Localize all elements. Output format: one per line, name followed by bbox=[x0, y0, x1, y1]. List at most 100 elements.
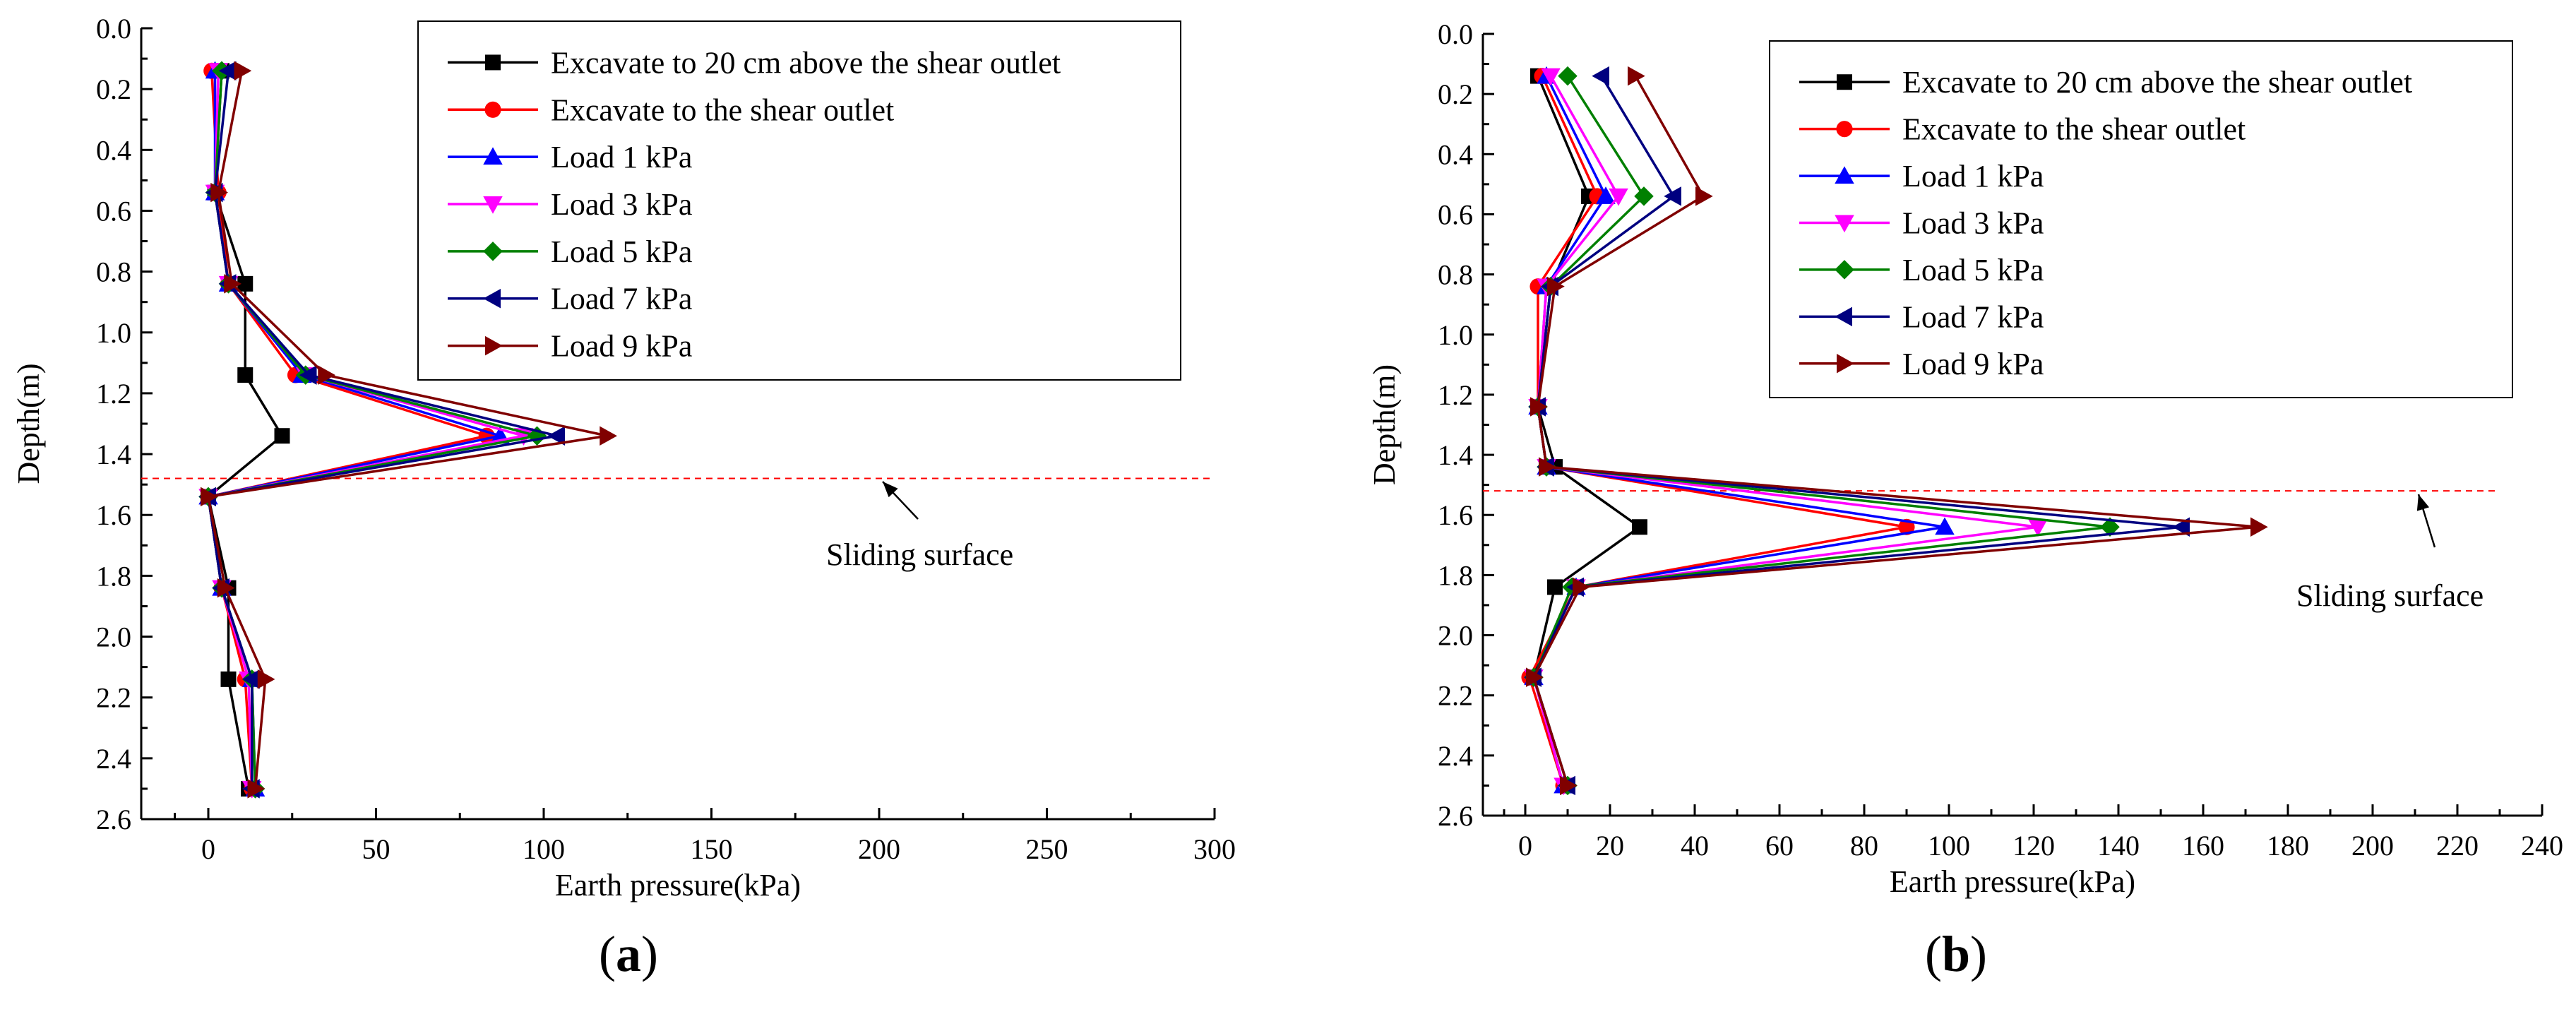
legend-marker bbox=[483, 196, 503, 214]
x-tick-label: 60 bbox=[1765, 830, 1794, 862]
y-tick-label: 0.2 bbox=[1438, 78, 1473, 110]
x-tick-label: 0 bbox=[201, 833, 215, 865]
data-point bbox=[237, 275, 254, 292]
y-tick-label: 2.6 bbox=[1438, 800, 1473, 832]
x-tick-label: 250 bbox=[1026, 833, 1068, 865]
x-tick-label: 100 bbox=[1928, 830, 1970, 862]
data-point bbox=[247, 779, 266, 799]
y-tick-label: 2.6 bbox=[96, 804, 131, 835]
panel-label: (a) bbox=[599, 926, 658, 982]
data-point bbox=[1547, 579, 1563, 595]
data-point bbox=[1695, 186, 1713, 206]
legend-label: Load 5 kPa bbox=[1902, 253, 2044, 287]
legend-item: Load 5 kPa bbox=[448, 234, 692, 269]
legend-item: Excavate to the shear outlet bbox=[448, 93, 894, 127]
legend-item: Load 7 kPa bbox=[1799, 299, 2044, 334]
legend-marker bbox=[1835, 306, 1852, 327]
arrow-head bbox=[883, 482, 898, 498]
y-tick-label: 1.0 bbox=[1438, 319, 1473, 351]
legend-marker bbox=[1837, 74, 1852, 90]
x-axis-label: Earth pressure(kPa) bbox=[555, 868, 801, 902]
data-point bbox=[2250, 517, 2268, 537]
legend-label: Excavate to the shear outlet bbox=[1902, 112, 2246, 147]
legend-item: Load 7 kPa bbox=[448, 282, 692, 316]
x-tick-label: 300 bbox=[1193, 833, 1236, 865]
legend: Excavate to 20 cm above the shear outlet… bbox=[417, 20, 1181, 381]
data-point bbox=[600, 426, 617, 446]
legend-item: Load 3 kPa bbox=[448, 187, 692, 222]
legend-label: Load 7 kPa bbox=[1902, 299, 2044, 334]
annotation-arrow bbox=[882, 481, 919, 520]
legend-label: Load 9 kPa bbox=[551, 329, 692, 364]
data-point bbox=[1558, 66, 1578, 86]
x-tick-label: 200 bbox=[858, 833, 900, 865]
y-tick-label: 0.4 bbox=[1438, 138, 1473, 170]
legend-label: Excavate to the shear outlet bbox=[551, 93, 894, 127]
data-point bbox=[1539, 457, 1556, 477]
y-tick-label: 2.0 bbox=[96, 621, 131, 653]
legend-marker bbox=[483, 288, 501, 309]
legend-marker bbox=[483, 242, 503, 261]
series-7 bbox=[1526, 66, 2268, 796]
legend-marker bbox=[485, 54, 501, 71]
x-tick-label: 0 bbox=[1518, 830, 1532, 862]
data-point bbox=[1935, 517, 1955, 535]
data-point bbox=[1609, 188, 1628, 206]
x-tick-label: 200 bbox=[2351, 830, 2394, 862]
data-point bbox=[2028, 519, 2048, 537]
y-tick-label: 0.2 bbox=[96, 73, 131, 105]
x-tick-label: 120 bbox=[2012, 830, 2055, 862]
legend-marker bbox=[1835, 215, 1854, 233]
data-point bbox=[217, 578, 235, 598]
y-tick-label: 0.0 bbox=[1438, 18, 1473, 50]
legend-box bbox=[417, 20, 1181, 381]
data-point bbox=[2172, 517, 2190, 537]
y-tick-label: 2.0 bbox=[1438, 620, 1473, 652]
x-tick-label: 50 bbox=[362, 833, 390, 865]
legend-item: Load 9 kPa bbox=[1799, 347, 2044, 381]
y-axis-label: Depth(m) bbox=[11, 363, 46, 484]
x-tick-label: 80 bbox=[1850, 830, 1878, 862]
y-tick-label: 0.0 bbox=[96, 13, 131, 44]
legend-label: Load 3 kPa bbox=[1902, 206, 2044, 241]
legend: Excavate to 20 cm above the shear outlet… bbox=[1769, 40, 2513, 398]
legend-item: Load 1 kPa bbox=[448, 140, 692, 174]
data-point bbox=[234, 61, 252, 81]
y-tick-label: 1.8 bbox=[96, 560, 131, 592]
data-point bbox=[224, 274, 242, 294]
data-point bbox=[547, 426, 565, 446]
legend-label: Load 3 kPa bbox=[551, 187, 692, 222]
y-tick-label: 1.4 bbox=[1438, 439, 1473, 471]
x-tick-label: 20 bbox=[1596, 830, 1624, 862]
y-tick-label: 1.0 bbox=[96, 317, 131, 349]
data-point bbox=[220, 671, 237, 687]
legend-label: Excavate to 20 cm above the shear outlet bbox=[1902, 65, 2412, 100]
series-1 bbox=[1526, 68, 1647, 794]
x-tick-label: 160 bbox=[2182, 830, 2224, 862]
legend-box bbox=[1769, 40, 2513, 398]
data-point bbox=[201, 487, 218, 507]
y-tick-label: 1.6 bbox=[1438, 499, 1473, 531]
chart-panel-a: 0.0 0.2 0.4 0.6 0.8 1.0 1.2 1.4 1.6 1.8 2.0 2.2 2.4 2… bbox=[11, 13, 1236, 982]
legend-item: Excavate to the shear outlet bbox=[1799, 112, 2246, 147]
x-axis-label: Earth pressure(kPa) bbox=[1890, 864, 2135, 899]
data-point bbox=[274, 428, 290, 444]
sliding-surface-label: Sliding surface bbox=[2296, 578, 2483, 613]
legend-item: Excavate to 20 cm above the shear outlet bbox=[448, 45, 1061, 80]
legend-marker bbox=[1836, 121, 1853, 138]
annotation-arrow bbox=[2416, 494, 2436, 548]
y-tick-label: 1.4 bbox=[96, 439, 131, 470]
sliding-surface-label: Sliding surface bbox=[826, 537, 1013, 572]
x-tick-label: 240 bbox=[2521, 830, 2563, 862]
x-tick-label: 220 bbox=[2436, 830, 2479, 862]
legend-item: Load 9 kPa bbox=[448, 329, 692, 364]
y-axis-label: Depth(m) bbox=[1367, 364, 1402, 485]
legend-label: Excavate to 20 cm above the shear outlet bbox=[551, 45, 1061, 80]
x-tick-label: 150 bbox=[691, 833, 733, 865]
y-tick-label: 0.4 bbox=[96, 134, 131, 166]
y-tick-label: 0.6 bbox=[1438, 198, 1473, 230]
legend-label: Load 7 kPa bbox=[551, 282, 692, 316]
series-line bbox=[1532, 75, 1641, 786]
y-tick-label: 0.8 bbox=[96, 256, 131, 288]
